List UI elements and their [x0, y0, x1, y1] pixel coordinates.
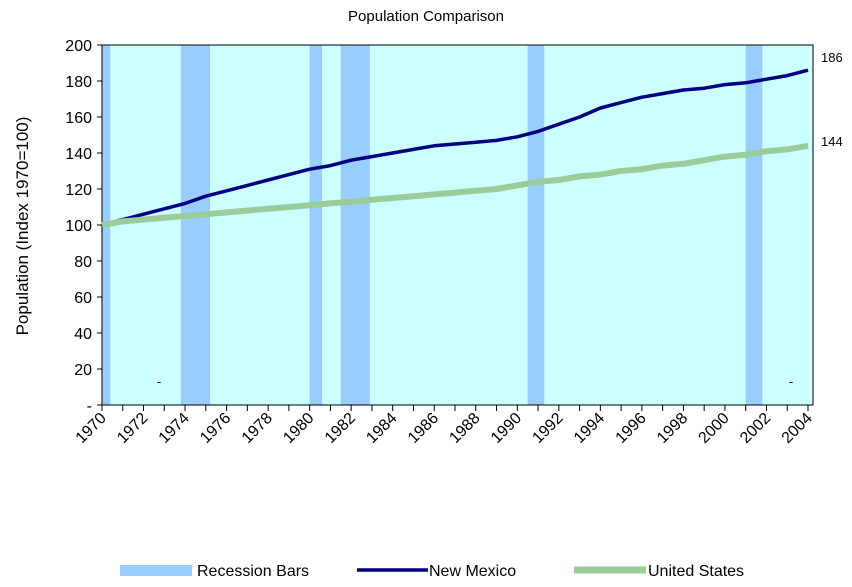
recession-marker-label: -: [157, 374, 161, 389]
x-tick-label: 1980: [280, 410, 317, 447]
x-tick-label: 1982: [322, 410, 359, 447]
y-tick-label: 200: [65, 38, 92, 55]
x-tick-label: 2000: [696, 410, 733, 447]
y-tick-label: 140: [65, 146, 92, 163]
recession-bar: [309, 45, 323, 405]
recession-bar: [527, 45, 545, 405]
x-tick-label: 1994: [571, 410, 608, 447]
series-line-new-mexico: [101, 68, 809, 227]
y-tick-label: 80: [74, 254, 92, 271]
y-tick-label: 20: [74, 362, 92, 379]
recession-bar: [340, 45, 370, 405]
x-tick-label: 1986: [405, 410, 442, 447]
x-tick-label: 1972: [114, 410, 151, 447]
x-tick-label: 1992: [529, 410, 566, 447]
legend: Recession Bars New Mexico United States: [120, 563, 744, 580]
y-tick-label: -: [87, 398, 92, 415]
x-tick-label: 1974: [156, 410, 193, 447]
y-tick-label: 100: [65, 218, 92, 235]
x-tick-label: 1998: [654, 410, 691, 447]
x-tick-label: 2004: [779, 410, 816, 447]
recession-bar: [180, 45, 210, 405]
x-tick-label: 1988: [446, 410, 483, 447]
y-tick-label: 160: [65, 110, 92, 127]
recession-marker-label: -: [789, 374, 793, 389]
x-tick-label: 1970: [73, 410, 110, 447]
y-axis-label: Population (Index 1970=100): [13, 117, 32, 336]
x-tick-label: 1978: [239, 410, 276, 447]
legend-swatch-recession: [120, 565, 192, 576]
recession-bar: [745, 45, 763, 405]
series-line-united-states: [101, 142, 809, 228]
x-tick-label: 1990: [488, 410, 525, 447]
x-tick-label: 2002: [737, 410, 774, 447]
chart-title: Population Comparison: [348, 8, 504, 25]
end-label-united-states: 144: [821, 134, 843, 149]
x-tick-label: 1996: [613, 410, 650, 447]
legend-label-united-states: United States: [648, 563, 744, 580]
legend-label-recession: Recession Bars: [197, 563, 309, 580]
y-tick-label: 120: [65, 182, 92, 199]
x-tick-label: 1976: [197, 410, 234, 447]
y-tick-label: 180: [65, 74, 92, 91]
legend-label-new-mexico: New Mexico: [429, 563, 516, 580]
plot-background: [102, 45, 813, 405]
y-tick-label: 40: [74, 326, 92, 343]
x-tick-label: 1984: [363, 410, 400, 447]
y-tick-label: 60: [74, 290, 92, 307]
end-label-new-mexico: 186: [821, 50, 843, 65]
